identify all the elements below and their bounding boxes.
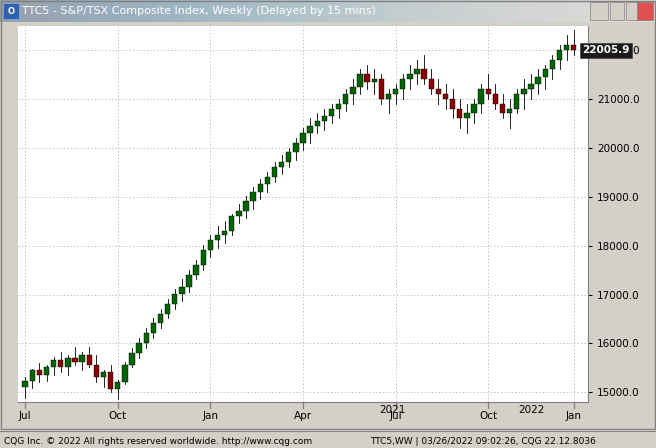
Bar	[350, 86, 356, 94]
Bar	[286, 152, 291, 162]
Bar	[371, 79, 377, 82]
Bar	[79, 355, 85, 362]
Bar	[194, 265, 199, 275]
Text: TTC5,WW | 03/26/2022 09:02:26, CQG 22.12.8036: TTC5,WW | 03/26/2022 09:02:26, CQG 22.12…	[370, 436, 596, 445]
Bar	[564, 45, 569, 50]
Bar	[300, 133, 306, 143]
Bar	[358, 74, 363, 86]
Bar	[626, 2, 640, 20]
Bar	[514, 94, 520, 108]
Bar	[457, 108, 462, 118]
Bar	[22, 382, 28, 388]
Bar	[115, 382, 121, 389]
Bar	[158, 314, 163, 323]
Bar	[485, 89, 491, 94]
Bar	[329, 108, 334, 116]
Bar	[44, 367, 49, 375]
Bar	[393, 89, 398, 94]
Bar	[258, 184, 263, 192]
Bar	[179, 287, 184, 294]
Bar	[590, 2, 608, 20]
Bar	[314, 121, 320, 125]
Bar	[535, 77, 541, 84]
Bar	[428, 79, 434, 89]
Bar	[136, 343, 142, 353]
Bar	[471, 103, 477, 113]
Bar	[101, 372, 106, 377]
Bar	[65, 358, 71, 367]
Bar	[94, 365, 99, 377]
Bar	[165, 304, 171, 314]
Bar	[51, 360, 56, 367]
Bar	[201, 250, 206, 265]
Bar	[386, 94, 391, 99]
Bar	[222, 231, 228, 236]
Bar	[521, 89, 527, 94]
Bar	[478, 89, 484, 103]
Bar	[550, 60, 555, 69]
Bar	[610, 2, 624, 20]
Bar	[507, 108, 512, 113]
Bar	[336, 103, 341, 108]
Bar	[443, 94, 448, 99]
Bar	[293, 143, 298, 152]
Bar	[87, 355, 92, 365]
Bar	[243, 201, 249, 211]
Bar	[129, 353, 134, 365]
Bar	[321, 116, 327, 121]
Bar	[37, 370, 42, 375]
Bar	[215, 236, 220, 241]
Bar	[436, 89, 441, 94]
Bar	[151, 323, 156, 333]
Text: 2021: 2021	[379, 405, 405, 415]
Bar	[229, 216, 234, 231]
Text: 2022: 2022	[518, 405, 544, 415]
Text: 22005.9: 22005.9	[583, 45, 630, 55]
Bar	[365, 74, 370, 82]
Text: O: O	[7, 7, 14, 16]
Bar	[236, 211, 241, 216]
Bar	[343, 94, 348, 103]
Bar	[500, 103, 505, 113]
Bar	[186, 275, 192, 287]
Text: CQG Inc. © 2022 All rights reserved worldwide. http://www.cqg.com: CQG Inc. © 2022 All rights reserved worl…	[4, 436, 312, 445]
Bar	[208, 241, 213, 250]
Bar	[122, 365, 127, 382]
Bar	[108, 372, 113, 389]
Bar	[379, 79, 384, 99]
Bar	[144, 333, 149, 343]
Bar	[308, 125, 313, 133]
Bar	[30, 370, 35, 382]
Bar	[464, 113, 470, 118]
Bar	[272, 167, 277, 177]
Bar	[264, 177, 270, 184]
Text: TTC5 - S&P/TSX Composite Index, Weekly (Delayed by 15 mins): TTC5 - S&P/TSX Composite Index, Weekly (…	[22, 6, 376, 16]
Bar	[3, 3, 19, 19]
Bar	[407, 74, 413, 79]
Bar	[528, 84, 534, 89]
Bar	[637, 2, 653, 20]
Bar	[557, 50, 562, 60]
Bar	[415, 69, 420, 74]
Bar	[400, 79, 405, 89]
Bar	[279, 162, 284, 167]
Bar	[172, 294, 178, 304]
Bar	[571, 45, 577, 50]
Bar	[58, 360, 64, 367]
Bar	[251, 192, 256, 201]
Bar	[72, 358, 77, 362]
Bar	[421, 69, 427, 79]
Bar	[493, 94, 498, 103]
Bar	[543, 69, 548, 77]
Bar	[450, 99, 455, 108]
